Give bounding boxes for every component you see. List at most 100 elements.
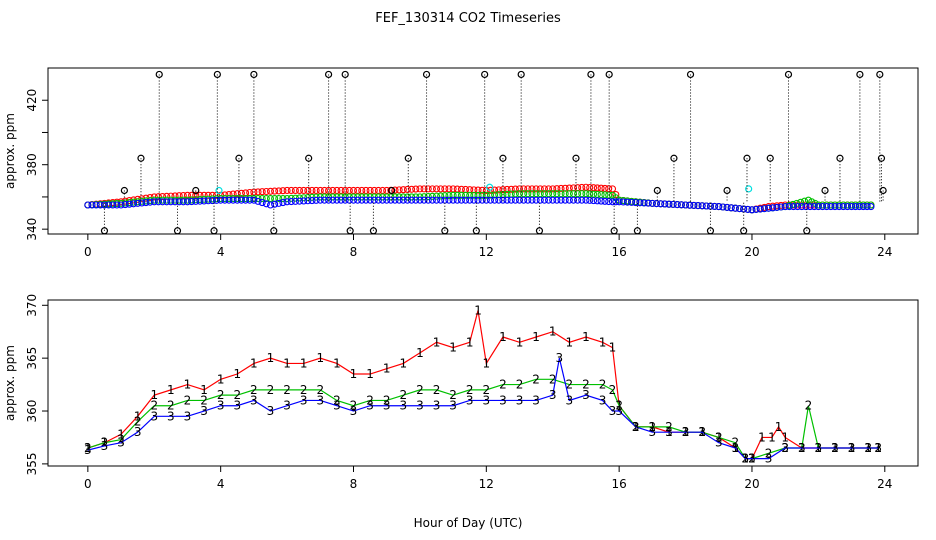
data-point-red	[262, 187, 270, 196]
data-point-blue	[283, 198, 291, 206]
series-point-2: 2	[267, 383, 275, 397]
series-point-1: 1	[350, 367, 358, 381]
top-y-tick-label: 380	[25, 153, 39, 176]
data-point-blue	[233, 196, 241, 204]
data-point-black	[517, 70, 525, 79]
data-point-blue	[337, 196, 345, 204]
bottom-x-tick-label: 0	[84, 477, 92, 491]
data-point-red	[395, 186, 403, 194]
bottom-x-tick-label: 20	[744, 477, 759, 491]
series-point-1: 1	[416, 346, 424, 360]
data-point-blue	[349, 196, 358, 204]
series-point-1: 1	[117, 427, 125, 441]
data-point-black	[821, 186, 829, 195]
data-point-blue	[715, 203, 723, 211]
data-point-black	[422, 70, 431, 79]
series-point-3: 3	[184, 409, 192, 423]
data-point-black	[192, 186, 200, 195]
data-point-red	[499, 186, 507, 194]
data-point-blue	[789, 203, 798, 211]
x-axis-label: Hour of Day (UTC)	[414, 516, 523, 530]
data-point-black	[481, 70, 489, 79]
data-point-green	[462, 191, 470, 199]
bottom-x-tick-label: 4	[217, 477, 225, 491]
data-point-blue	[601, 197, 609, 205]
top-x-tick-label: 8	[350, 245, 358, 259]
data-point-blue	[731, 204, 739, 212]
data-point-blue	[150, 198, 158, 206]
data-point-blue	[237, 196, 245, 204]
series-point-1: 1	[134, 409, 142, 423]
data-point-black	[653, 186, 661, 195]
bottom-y-tick-label: 360	[25, 400, 39, 423]
data-point-blue	[374, 196, 382, 204]
data-point-blue	[557, 196, 565, 204]
data-point-green	[495, 191, 503, 199]
bottom-y-tick-label: 365	[25, 347, 39, 370]
data-point-blue	[482, 196, 490, 204]
data-point-red	[154, 193, 162, 201]
data-point-black	[706, 227, 715, 235]
data-point-black	[836, 154, 844, 162]
series-point-3: 3	[748, 452, 756, 466]
series-point-1: 1	[582, 330, 590, 344]
series-point-3: 3	[682, 425, 690, 439]
data-point-green	[491, 191, 499, 199]
series-point-3: 3	[615, 404, 623, 418]
data-point-blue	[462, 196, 470, 204]
data-point-blue	[212, 196, 221, 204]
series-point-3: 3	[815, 441, 823, 455]
data-point-blue	[612, 198, 620, 206]
series-point-1: 1	[532, 330, 540, 344]
data-point-blue	[354, 196, 362, 204]
series-point-1: 1	[267, 351, 275, 365]
data-point-black	[856, 70, 864, 79]
data-point-blue	[652, 200, 661, 208]
data-point-red	[495, 186, 503, 194]
data-point-blue	[412, 196, 420, 204]
series-point-2: 2	[416, 383, 424, 397]
data-point-blue	[798, 203, 806, 211]
data-point-blue	[258, 199, 266, 207]
series-point-3: 3	[532, 393, 540, 407]
series-point-3: 3	[874, 441, 882, 455]
data-point-red	[437, 185, 445, 193]
data-point-blue	[312, 196, 320, 204]
data-point-red	[266, 187, 275, 195]
series-point-3: 3	[864, 441, 872, 455]
data-point-blue	[204, 197, 212, 205]
data-point-blue	[329, 196, 337, 204]
series-point-2: 2	[615, 399, 623, 413]
series-point-3: 3	[383, 399, 391, 413]
series-point-3: 3	[516, 393, 524, 407]
top-x-tick-label: 24	[877, 245, 892, 259]
data-point-blue	[266, 201, 275, 209]
data-point-red	[258, 188, 266, 196]
series-point-1: 1	[775, 420, 783, 434]
series-point-2: 2	[433, 383, 441, 397]
data-point-blue	[495, 196, 503, 204]
data-point-black	[605, 70, 613, 79]
data-point-blue	[669, 200, 677, 208]
data-point-blue	[657, 200, 665, 208]
series-point-1: 1	[366, 367, 374, 381]
data-point-blue	[848, 203, 856, 211]
series-point-2: 2	[582, 378, 590, 392]
data-point-blue	[316, 196, 324, 204]
data-point-blue	[648, 199, 656, 207]
series-point-3: 3	[134, 425, 142, 439]
data-point-blue	[765, 204, 773, 212]
data-point-blue	[125, 200, 133, 208]
series-point-1: 1	[609, 341, 617, 355]
data-point-black	[670, 154, 678, 162]
data-point-blue	[597, 197, 605, 205]
data-point-blue	[769, 204, 777, 212]
data-point-blue	[208, 197, 216, 205]
data-point-blue	[424, 196, 432, 204]
data-point-blue	[760, 205, 768, 213]
data-point-blue	[794, 203, 802, 211]
data-point-blue	[839, 203, 847, 211]
series-point-3: 3	[466, 393, 474, 407]
data-point-black	[120, 186, 128, 195]
data-point-blue	[748, 206, 756, 214]
